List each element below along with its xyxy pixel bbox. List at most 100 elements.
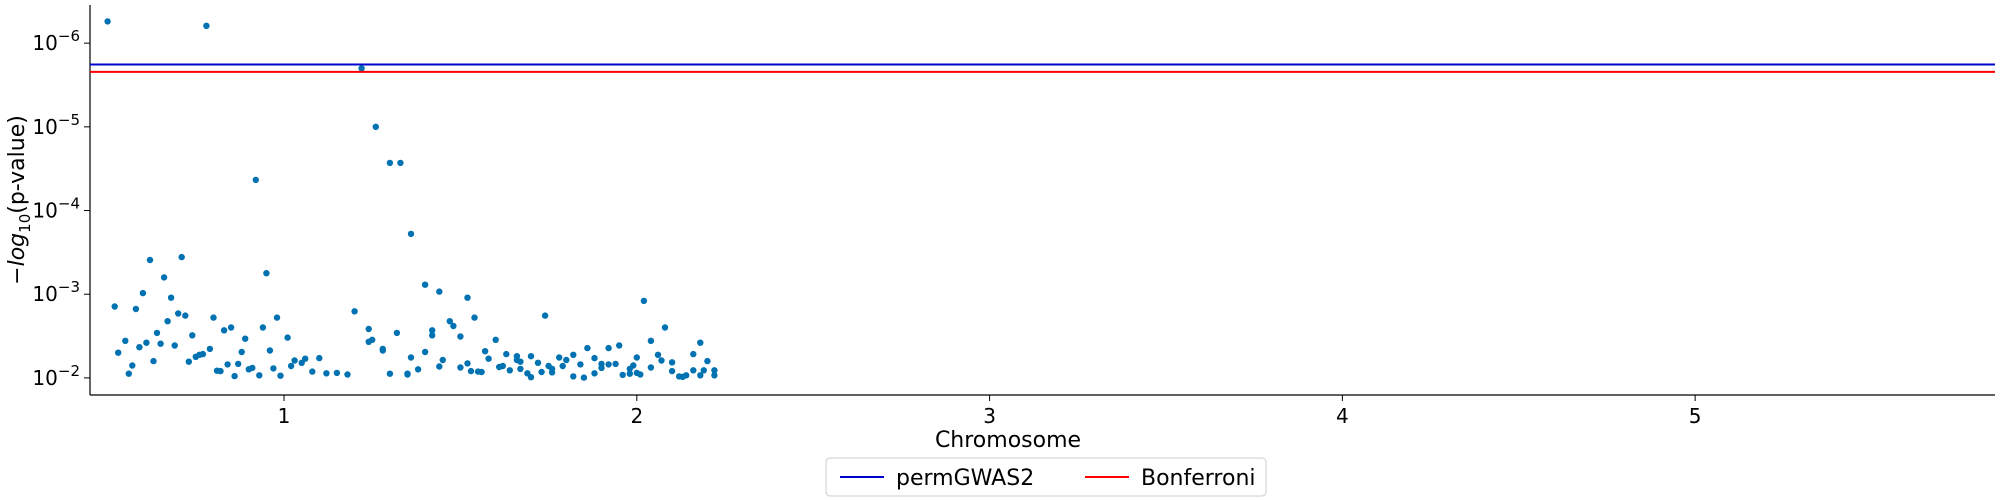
point-chr1-103 xyxy=(690,367,697,374)
point-chr1b-40 xyxy=(633,354,640,361)
point-chr1b-16 xyxy=(548,369,556,376)
point-chr1-26 xyxy=(287,362,295,370)
point-chr1b-36 xyxy=(464,294,471,301)
y-tick-label-3: 10−3 xyxy=(32,278,80,306)
point-chr1-39 xyxy=(213,367,221,374)
point-chr1-68 xyxy=(503,350,510,358)
point-chr1b-19 xyxy=(580,374,588,381)
point-chr1-83 xyxy=(711,367,718,374)
point-chr1-94 xyxy=(563,356,570,364)
point-chr1-46 xyxy=(277,372,284,379)
point-chr1-72 xyxy=(556,354,563,361)
point-chr1-15 xyxy=(238,348,245,356)
point-chr1-34 xyxy=(164,318,171,325)
legend-label-1: Bonferroni xyxy=(1141,466,1256,491)
point-chr1b-1 xyxy=(372,123,379,130)
point-chr1b-8 xyxy=(457,333,464,340)
y-axis-label: −log10(p-value) xyxy=(5,115,34,285)
point-chr1-41 xyxy=(231,372,238,380)
point-chr1-12 xyxy=(167,294,175,301)
point-chr1b-25 xyxy=(647,364,655,371)
point-chr1-5 xyxy=(178,253,185,261)
point-chr1-108 xyxy=(467,367,475,375)
point-chr1-44 xyxy=(259,324,267,331)
point-chr1-60 xyxy=(386,370,394,377)
point-chr1b-11 xyxy=(496,363,503,371)
point-chr1-42 xyxy=(242,335,249,342)
point-chr1-28 xyxy=(316,354,323,362)
point-chr1-23 xyxy=(235,360,242,368)
point-chr1-57 xyxy=(273,314,281,321)
point-chr1-63 xyxy=(429,332,436,339)
legend-box xyxy=(825,457,1267,497)
point-chr1-96 xyxy=(591,354,598,362)
point-chr1b-9 xyxy=(471,314,478,321)
point-chr1-69 xyxy=(517,365,524,373)
point-chr1-25 xyxy=(270,365,277,372)
point-chr1-14 xyxy=(227,324,235,331)
point-chr1-36 xyxy=(185,358,192,365)
point-chr1-64 xyxy=(450,322,457,330)
point-chr1b-27 xyxy=(668,367,676,375)
point-chr1b-24 xyxy=(637,371,644,378)
legend-label-0: permGWAS2 xyxy=(896,466,1034,491)
point-chr1-9 xyxy=(139,289,147,297)
point-chr1b-29 xyxy=(690,350,697,358)
point-chr1-58 xyxy=(351,308,358,315)
point-chr1-30 xyxy=(344,371,351,378)
point-chr1-107 xyxy=(436,363,443,370)
point-chr1-19 xyxy=(150,357,157,365)
point-chr1-52 xyxy=(111,303,118,310)
point-chr1-45 xyxy=(266,347,274,354)
point-chr1b-12 xyxy=(506,367,513,374)
point-chr1-98 xyxy=(619,371,626,379)
point-chr1-20 xyxy=(171,342,178,349)
point-chr1b-31 xyxy=(711,372,718,379)
point-chr1-29 xyxy=(333,369,341,377)
point-chr1-54 xyxy=(157,340,164,347)
point-chr1-48 xyxy=(291,357,298,364)
point-chr1b-21 xyxy=(605,361,612,368)
point-chr1b-38 xyxy=(545,362,552,370)
point-chr1-2 xyxy=(252,176,259,184)
point-chr1-59 xyxy=(365,325,372,333)
point-chr1-71 xyxy=(541,312,549,319)
point-chr1-31 xyxy=(129,362,136,369)
point-chr1-92 xyxy=(534,359,542,366)
point-chr1-33 xyxy=(153,329,161,337)
point-chr1b-28 xyxy=(679,373,686,380)
point-chr1b-35 xyxy=(429,327,436,334)
y-tick-label-1: 10−5 xyxy=(32,111,80,139)
point-chr1-8 xyxy=(210,314,217,321)
point-chr1-79 xyxy=(654,351,662,358)
point-chr1-1 xyxy=(203,22,210,29)
point-chr1-65 xyxy=(464,360,471,367)
point-chr1-56 xyxy=(220,327,228,334)
point-chr1b-34 xyxy=(404,370,411,377)
point-chr1-100 xyxy=(647,337,655,344)
point-chr1-24 xyxy=(256,372,263,379)
point-chr1b-20 xyxy=(591,370,598,377)
point-chr1-101 xyxy=(661,324,669,331)
point-chr1-43 xyxy=(249,364,256,372)
point-chr1-67 xyxy=(492,336,499,343)
point-chr1-53 xyxy=(136,344,143,351)
point-chr1b-5 xyxy=(421,281,429,288)
point-chr1-73 xyxy=(570,373,577,380)
point-chr1-88 xyxy=(457,364,464,371)
x-tick-label-1: 2 xyxy=(630,404,643,428)
plot-area: 10−6 10−5 10−4 10−3 10−2 1 2 3 4 5 xyxy=(32,5,1995,428)
x-tick-label-2: 3 xyxy=(983,404,996,428)
point-chr1b-10 xyxy=(481,348,489,355)
point-chr1-7 xyxy=(189,332,196,339)
point-chr1-110 xyxy=(524,370,531,377)
point-chr1b-37 xyxy=(513,356,521,364)
point-chr1-85 xyxy=(393,329,401,337)
legend: permGWAS2 Bonferroni xyxy=(825,457,1267,497)
point-chr1-80 xyxy=(668,359,676,366)
point-chr1-11 xyxy=(182,312,189,319)
point-chr1-62 xyxy=(414,366,422,373)
point-chr1-82 xyxy=(697,339,704,346)
point-chr1b-39 xyxy=(598,360,605,368)
